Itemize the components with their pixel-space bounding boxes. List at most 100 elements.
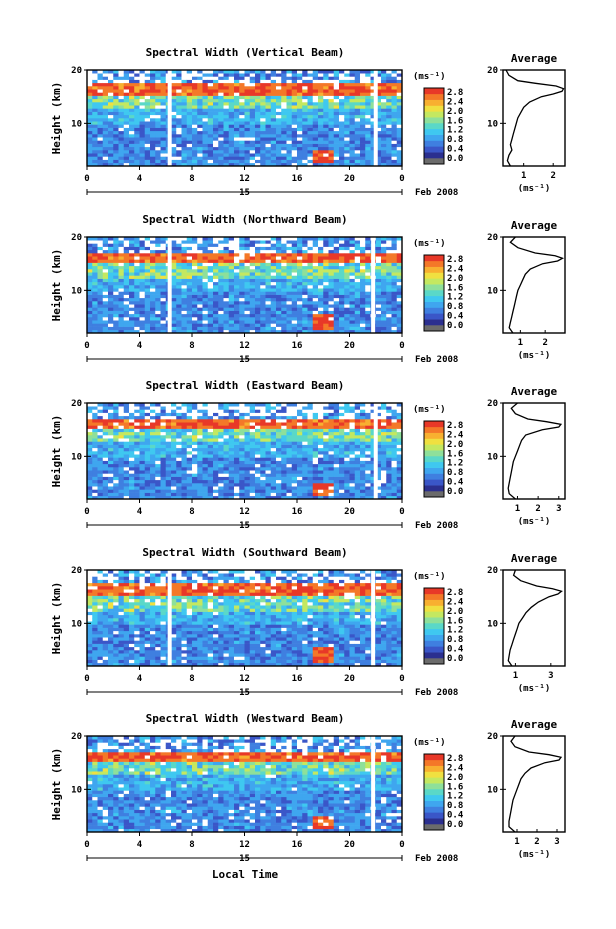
heatmap-cell: [386, 275, 392, 279]
heatmap-cell: [171, 237, 177, 241]
heatmap-cell: [323, 249, 329, 254]
heatmap-cell: [249, 237, 256, 241]
heatmap-cell: [123, 425, 130, 429]
heatmap-cell: [349, 121, 356, 125]
heatmap-cell: [291, 150, 298, 154]
heatmap-cell: [186, 454, 193, 458]
heatmap-cell: [139, 294, 146, 299]
heatmap-cell: [260, 483, 266, 487]
heatmap-cell: [160, 156, 167, 160]
heatmap-cell: [165, 444, 172, 449]
heatmap-cell: [108, 419, 114, 423]
heatmap-cell: [386, 246, 392, 251]
heatmap-cell: [192, 431, 198, 436]
heatmap-cell: [239, 454, 245, 458]
heatmap-cell: [186, 297, 193, 302]
heatmap-cell: [286, 428, 293, 433]
heatmap-cell: [286, 483, 293, 487]
heatmap-cell: [239, 486, 245, 490]
heatmap-cell: [197, 98, 203, 103]
heatmap-cell: [375, 281, 382, 286]
heatmap-cell: [244, 307, 251, 311]
heatmap-cell: [270, 114, 277, 119]
heatmap-cell: [270, 237, 277, 241]
heatmap-cell: [150, 473, 156, 477]
heatmap-cell: [391, 98, 398, 103]
heatmap-cell: [255, 470, 261, 474]
heatmap-cell: [276, 265, 282, 270]
heatmap-cell: [186, 89, 193, 93]
heatmap-cell: [360, 108, 366, 112]
heatmap-cell: [150, 467, 156, 471]
heatmap-cell: [249, 265, 256, 270]
heatmap-cell: [207, 89, 214, 93]
heatmap-cell: [176, 492, 182, 497]
heatmap-cell: [171, 269, 177, 273]
heatmap-cell: [134, 70, 140, 74]
colorbar-swatch: [424, 307, 444, 314]
heatmap-cell: [181, 291, 188, 295]
heatmap-cell: [113, 275, 119, 279]
heatmap-cell: [255, 246, 261, 251]
heatmap-cell: [297, 409, 303, 413]
heatmap-cell: [139, 479, 146, 484]
heatmap-cell: [92, 256, 98, 260]
heatmap-cell: [244, 240, 251, 244]
heatmap-cell: [333, 70, 340, 74]
heatmap-cell: [97, 483, 104, 487]
heatmap-cell: [318, 102, 324, 106]
heatmap-cell: [139, 102, 146, 106]
heatmap-cell: [333, 249, 340, 254]
heatmap-cell: [286, 121, 293, 125]
heatmap-cell: [186, 403, 193, 407]
heatmap-cell: [255, 441, 261, 445]
heatmap-cell: [302, 121, 308, 125]
heatmap-cell: [118, 467, 125, 471]
heatmap-cell: [92, 307, 98, 311]
heatmap-cell: [192, 438, 198, 442]
heatmap-cell: [223, 483, 230, 487]
heatmap-cell: [113, 281, 119, 286]
heatmap-cell: [323, 137, 329, 141]
heatmap-cell: [113, 253, 119, 257]
heatmap-cell: [165, 476, 172, 481]
heatmap-cell: [139, 467, 146, 471]
heatmap-cell: [213, 130, 219, 135]
heatmap-cell: [265, 320, 272, 324]
heatmap-cell: [150, 73, 156, 77]
heatmap-cell: [265, 415, 272, 420]
heatmap-cell: [249, 441, 256, 445]
heatmap-cell: [365, 159, 371, 164]
heatmap-cell: [171, 243, 177, 247]
heatmap-cell: [318, 162, 324, 167]
heatmap-cell: [108, 431, 114, 436]
heatmap-cell: [97, 444, 104, 449]
heatmap-cell: [354, 73, 361, 77]
heatmap-cell: [323, 304, 329, 308]
heatmap-cell: [134, 105, 140, 109]
heatmap-cell: [323, 253, 329, 257]
heatmap-cell: [286, 159, 293, 164]
heatmap-cell: [307, 79, 314, 84]
heatmap-cell: [265, 419, 272, 423]
y-axis-label: Height (km): [50, 249, 63, 322]
heatmap-cell: [344, 301, 350, 305]
heatmap-cell: [160, 73, 167, 77]
heatmap-cell: [155, 243, 161, 247]
heatmap-cell: [318, 150, 324, 154]
heatmap-cell: [202, 495, 209, 500]
heatmap-cell: [150, 495, 156, 500]
heatmap-cell: [270, 451, 277, 455]
heatmap-cell: [381, 304, 387, 308]
heatmap-cell: [197, 492, 203, 497]
heatmap-cell: [302, 415, 308, 420]
heatmap-cell: [118, 259, 125, 263]
heatmap-cell: [123, 476, 130, 481]
heatmap-cell: [87, 86, 93, 90]
heatmap-cell: [155, 140, 161, 144]
heatmap-cell: [176, 285, 182, 289]
heatmap-cell: [102, 127, 109, 132]
heatmap-cell: [297, 320, 303, 324]
heatmap-cell: [318, 76, 324, 80]
